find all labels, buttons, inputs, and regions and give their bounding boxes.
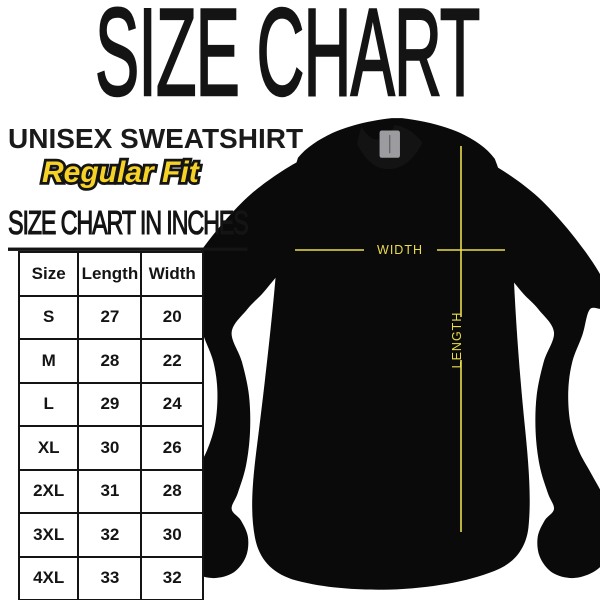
svg-text:WIDTH: WIDTH <box>377 243 423 257</box>
svg-text:LENGTH: LENGTH <box>450 312 464 369</box>
